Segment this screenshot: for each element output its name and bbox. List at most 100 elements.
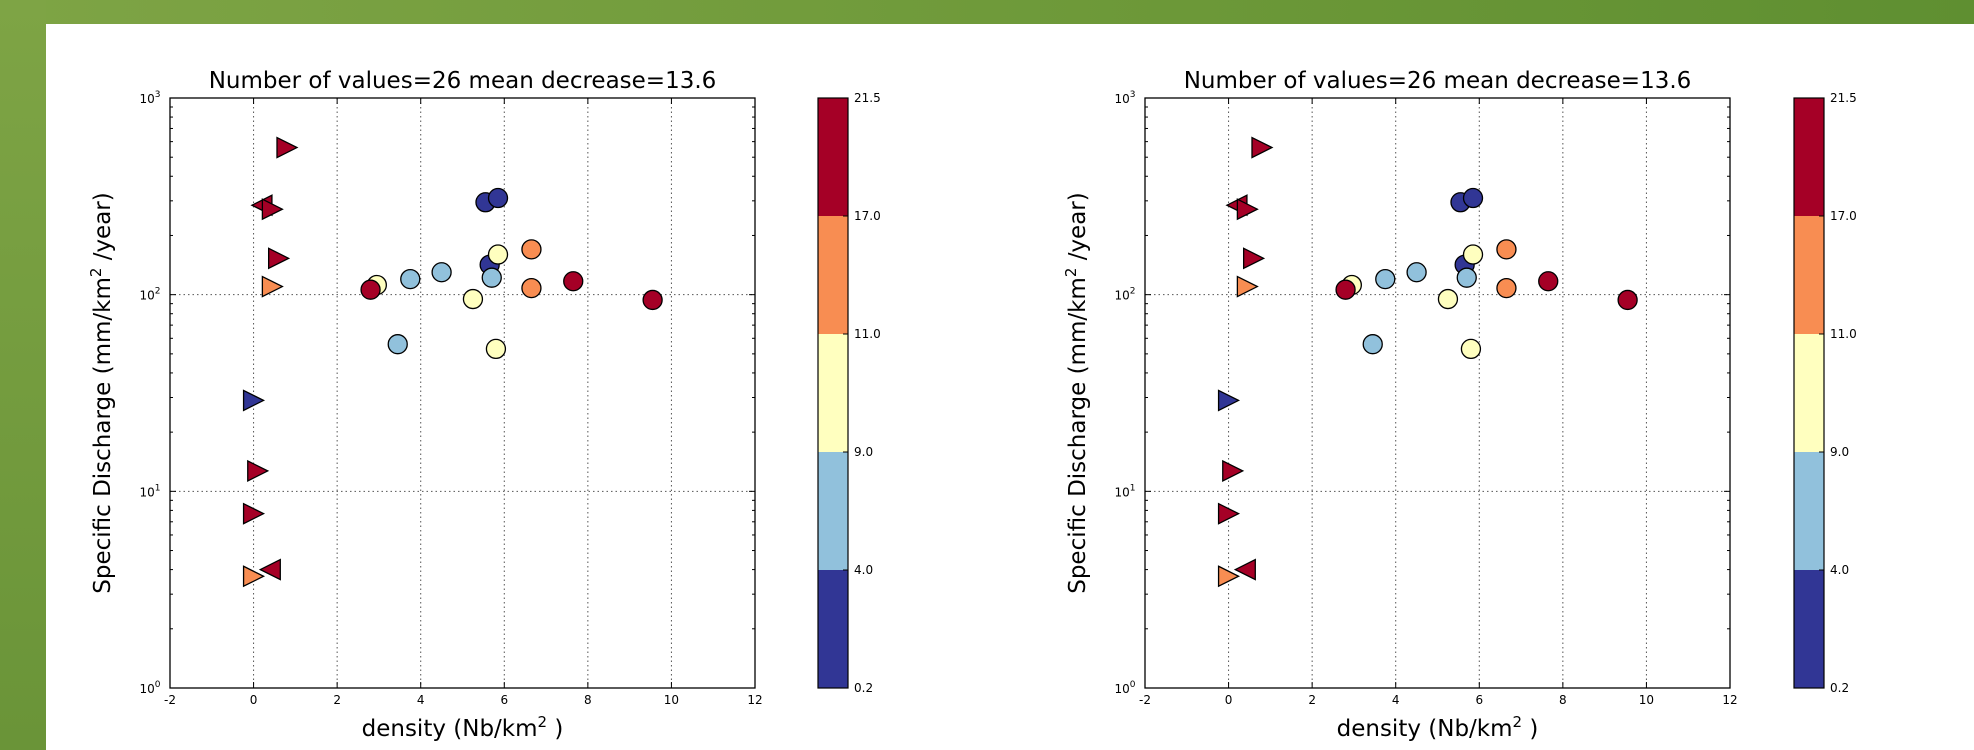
colorbar-frame <box>1793 97 1825 689</box>
data-point-circle <box>1456 267 1477 288</box>
data-point-circle <box>462 288 484 310</box>
data-point-circle <box>1335 279 1356 300</box>
x-tick-label: 6 <box>500 693 508 707</box>
chart-title: Number of values=26 mean decrease=13.6 <box>1184 68 1692 94</box>
x-tick-label: 0 <box>250 693 258 707</box>
data-point-circle <box>1496 277 1517 299</box>
y-tick-label: 101 <box>1114 483 1135 499</box>
x-axis-label: density (Nb/km2 ) <box>1337 713 1539 742</box>
colorbar-tick-label: 4.0 <box>854 563 873 577</box>
colorbar: 0.2 4.0 9.0 11.0 17.0 21.5 <box>1793 91 1857 695</box>
colorbar-tick-label: 0.2 <box>854 681 873 695</box>
data-point-circle <box>431 262 452 283</box>
axes-frame <box>169 97 756 689</box>
data-point-circle <box>1362 334 1383 355</box>
data-point-triangle <box>1217 502 1241 525</box>
colorbar-tick-label: 17.0 <box>1830 209 1857 223</box>
y-tick-label: 101 <box>139 483 160 499</box>
x-axis-label: density (Nb/km2 ) <box>362 713 564 742</box>
data-point-circle <box>481 267 502 288</box>
data-point-triangle <box>242 565 266 588</box>
data-point-circle <box>1460 338 1482 360</box>
data-point-triangle <box>261 275 284 298</box>
y-tick-label: 100 <box>1114 680 1135 696</box>
colorbar-tick-label: 11.0 <box>854 327 881 341</box>
left-frame-band <box>0 0 46 750</box>
colorbar-segment <box>818 452 848 570</box>
y-tick-label: 103 <box>139 90 160 106</box>
colorbar-tick-label: 0.2 <box>1830 681 1849 695</box>
x-tick-label: 2 <box>333 693 341 707</box>
axes-frame <box>1144 97 1731 689</box>
y-tick-label: 103 <box>1114 90 1135 106</box>
data-point-triangle <box>267 247 291 270</box>
x-tick-label: 2 <box>1308 693 1316 707</box>
colorbar-tick-label: 21.5 <box>1830 91 1857 105</box>
data-point-circle <box>1496 239 1517 260</box>
data-point-circle <box>387 334 408 355</box>
colorbar-segment <box>1794 452 1824 570</box>
data-point-circle <box>1462 187 1484 209</box>
x-tick-label: 12 <box>1722 693 1737 707</box>
data-point-circle <box>521 277 542 299</box>
x-tick-label: -2 <box>164 693 176 707</box>
data-point-triangle <box>258 558 281 581</box>
figure-panel: -2 0 2 4 6 8 10 12 100 101 102 103 Number of values=… <box>46 24 1974 750</box>
colorbar-segment <box>1794 334 1824 452</box>
x-tick-label: 8 <box>584 693 592 707</box>
data-point-triangle <box>242 389 266 412</box>
data-point-circle <box>1375 268 1396 290</box>
colorbar-segment <box>1794 98 1824 216</box>
data-point-triangle <box>1242 247 1266 270</box>
data-point-circle <box>360 279 381 300</box>
data-point-triangle <box>261 198 284 221</box>
data-point-triangle <box>1236 198 1259 221</box>
colorbar-segment <box>818 216 848 334</box>
x-tick-label: 10 <box>1639 693 1654 707</box>
chart-title: Number of values=26 mean decrease=13.6 <box>209 68 717 94</box>
data-point-circle <box>1538 271 1559 292</box>
x-tick-label: -2 <box>1139 693 1151 707</box>
data-point-triangle <box>242 502 266 525</box>
chart-1: -2 0 2 4 6 8 10 12 100 101 102 103 Number of values=… <box>87 68 881 742</box>
x-tick-label: 12 <box>747 693 762 707</box>
colorbar-tick-label: 11.0 <box>1830 327 1857 341</box>
colorbar-tick-label: 9.0 <box>854 445 873 459</box>
colorbar-tick-label: 17.0 <box>854 209 881 223</box>
colorbar: 0.2 4.0 9.0 11.0 17.0 21.5 <box>817 91 881 695</box>
data-point-triangle <box>1217 389 1241 412</box>
x-tick-label: 0 <box>1225 693 1233 707</box>
data-point-circle <box>1617 289 1638 311</box>
colorbar-segment <box>818 570 848 688</box>
y-axis-label: Specific Discharge (mm/km2 /year) <box>1062 192 1091 594</box>
x-tick-label: 4 <box>417 693 425 707</box>
chart-2: -2 0 2 4 6 8 10 12 100 101 102 103 Number of values=… <box>1062 68 1857 742</box>
data-point-circle <box>1406 262 1427 283</box>
data-point-triangle <box>1251 136 1274 159</box>
data-point-triangle <box>1222 459 1245 482</box>
colorbar-segment <box>818 334 848 452</box>
scatter-points <box>242 136 663 588</box>
data-point-circle <box>521 239 542 260</box>
data-point-circle <box>1462 244 1484 265</box>
x-tick-label: 10 <box>664 693 679 707</box>
data-point-triangle <box>1236 275 1259 298</box>
x-tick-label: 8 <box>1559 693 1567 707</box>
colorbar-tick-label: 21.5 <box>854 91 881 105</box>
data-point-triangle <box>1217 565 1241 588</box>
y-tick-label: 102 <box>1114 287 1135 303</box>
top-frame-band <box>0 0 1974 24</box>
data-point-circle <box>485 338 507 360</box>
colorbar-segment <box>1794 216 1824 334</box>
data-point-circle <box>1437 288 1459 310</box>
data-point-circle <box>487 187 509 209</box>
x-tick-label: 6 <box>1475 693 1483 707</box>
colorbar-segment <box>818 98 848 216</box>
data-point-circle <box>563 271 584 292</box>
y-tick-label: 100 <box>139 680 160 696</box>
data-point-triangle <box>276 136 299 159</box>
colorbar-tick-label: 9.0 <box>1830 445 1849 459</box>
data-point-circle <box>487 244 509 265</box>
colorbar-segment <box>1794 570 1824 688</box>
